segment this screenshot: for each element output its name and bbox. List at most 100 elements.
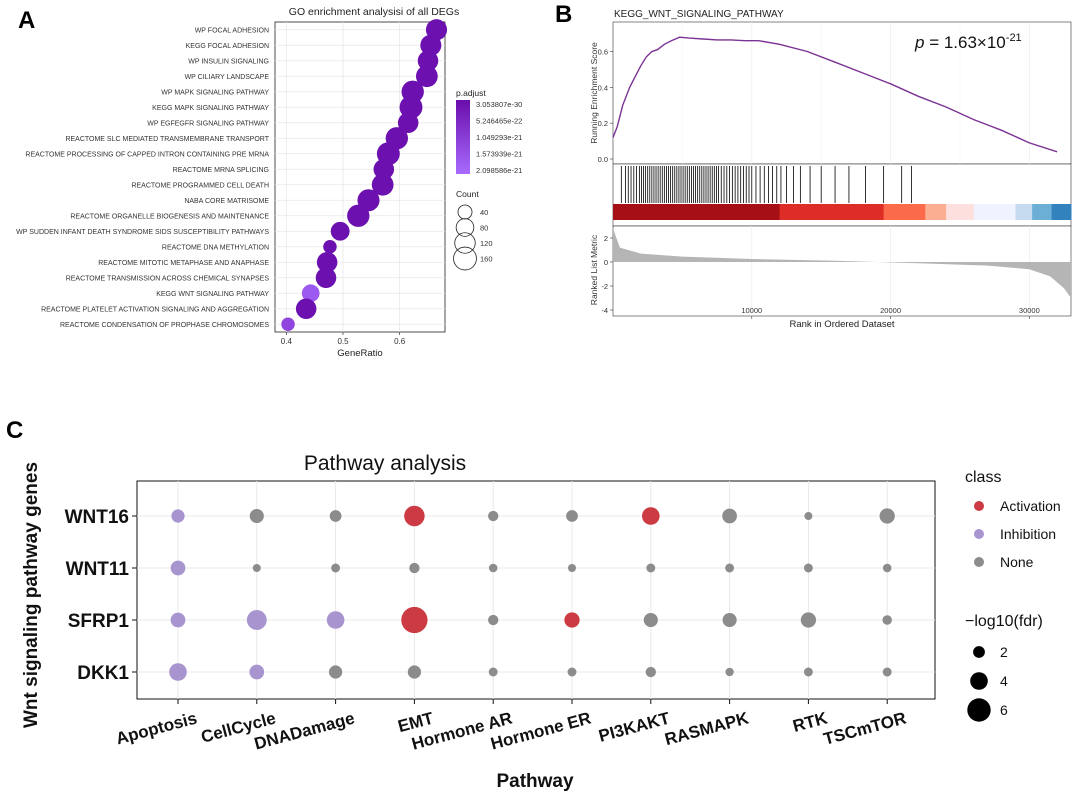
panel-label-c: C <box>6 417 23 444</box>
panel-c-data-point <box>882 563 892 573</box>
panel-a-category-label: REACTOME TRANSMISSION ACROSS CHEMICAL SY… <box>66 276 270 283</box>
panel-c-data-point <box>800 612 817 628</box>
panel-c-size-legend-title: −log10(fdr) <box>965 613 1043 630</box>
panel-a-size-legend-label: 160 <box>480 255 493 264</box>
panel-b-ylabel-metric: Ranked List Metric <box>589 234 599 305</box>
panel-c-data-point <box>645 666 656 678</box>
panel-b-heat-segment <box>779 204 885 220</box>
panel-c-data-point <box>725 563 735 573</box>
panel-c-data-point <box>488 563 498 573</box>
panel-c-data-point <box>407 665 422 679</box>
panel-c-pathway-label: Apoptosis <box>114 709 199 749</box>
panel-a-data-point <box>323 240 337 254</box>
panel-c-data-point <box>566 510 578 522</box>
panel-c-class-legend-title: class <box>965 469 1001 486</box>
panel-a-category-label: KEGG MAPK SIGNALING PATHWAY <box>152 105 269 112</box>
panel-a-data-point <box>397 112 419 134</box>
panel-c-class-legend-label: Activation <box>1000 498 1061 514</box>
panel-c-data-point <box>170 560 186 576</box>
panel-c-plot-area <box>136 480 936 700</box>
panel-a-data-point <box>316 251 338 273</box>
panel-a-x-tick-label: 0.4 <box>281 337 293 346</box>
panel-a-size-legend-label: 80 <box>480 224 488 233</box>
pvalue-exponent: -21 <box>1006 32 1022 44</box>
panel-a-data-point <box>415 65 438 88</box>
panel-c-size-legend-label: 6 <box>1000 702 1008 718</box>
panel-a-size-legend-title: Count <box>456 189 479 199</box>
panel-a-category-label: NABA CORE MATRISOME <box>184 198 269 205</box>
panel-c-gene-label: SFRP1 <box>68 611 130 632</box>
panel-c-class-legend-swatch <box>974 529 984 539</box>
panel-a-xlabel: GeneRatio <box>337 348 382 359</box>
panel-c-size-legend-label: 2 <box>1000 644 1008 660</box>
panel-c-data-point <box>722 612 737 628</box>
panel-c-data-point <box>328 665 343 679</box>
panel-a-size-legend-label: 120 <box>480 239 493 248</box>
panel-b-es-area <box>612 21 1072 165</box>
panel-a-colorbar-title: p.adjust <box>456 88 486 98</box>
panel-a-category-label: WP SUDDEN INFANT DEATH SYNDROME SIDS SUS… <box>16 229 269 236</box>
panel-label-a: A <box>18 7 35 34</box>
panel-c-class-legend-swatch <box>974 557 984 567</box>
panel-a-data-point <box>330 221 350 241</box>
panel-a-colorbar-label: 2.098586e-21 <box>476 166 522 175</box>
panel-b-gsea-plot: KEGG_WNT_SIGNALING_PATHWAY 0.00.20.40.6 … <box>589 9 1072 330</box>
panel-c-data-point <box>488 667 498 677</box>
panel-a-category-label: REACTOME MRNA SPLICING <box>173 167 269 174</box>
panel-c-data-point <box>879 508 895 524</box>
panel-a-data-point <box>301 284 320 303</box>
panel-c-data-point <box>329 510 342 522</box>
panel-a-category-label: REACTOME PROCESSING OF CAPPED INTRON CON… <box>25 152 269 159</box>
panel-a-category-label: REACTOME SLC MEDIATED TRANSMEMBRANE TRAN… <box>65 136 269 143</box>
panel-c-size-legend-label: 4 <box>1000 673 1008 689</box>
panel-c-data-point <box>722 508 737 524</box>
panel-a-size-legend-circle <box>454 232 476 254</box>
panel-a-colorbar-label: 5.246465e-22 <box>476 117 522 126</box>
panel-c-size-legend-circle <box>973 646 985 658</box>
panel-b-heat-segment <box>1051 204 1072 220</box>
panel-c-data-point <box>171 509 185 523</box>
panel-c-ylabel: Wnt signaling pathway genes <box>21 462 42 728</box>
panel-a-data-point <box>420 34 442 56</box>
panel-b-heat-segment <box>1015 204 1033 220</box>
pvalue-p: p <box>914 33 924 52</box>
panel-c-class-legend-swatch <box>974 501 984 511</box>
panel-c-data-point <box>725 667 734 677</box>
panel-c-data-point <box>249 664 265 680</box>
panel-c-pathway-label: TSCmTOR <box>822 709 909 749</box>
panel-c-title: Pathway analysis <box>304 452 466 475</box>
panel-c-data-point <box>488 510 499 522</box>
panel-c-data-point <box>646 563 656 573</box>
panel-c-pathway-dot-plot: Pathway analysis WNT16 WNT11 SFRP1 DKK1 Apo… <box>21 452 1061 792</box>
panel-a-category-label: WP CILIARY LANDSCAPE <box>185 74 270 81</box>
panel-a-category-label: REACTOME ORGANELLE BIOGENESIS AND MAINTE… <box>70 214 269 221</box>
panel-c-data-point <box>643 612 658 628</box>
panel-c-data-point <box>409 562 420 574</box>
panel-c-data-point <box>567 667 577 677</box>
panel-a-category-label: REACTOME MITOTIC METAPHASE AND ANAPHASE <box>98 260 269 267</box>
panel-b-metric-y-tick-label: 2 <box>604 234 608 243</box>
ranked-metric-area <box>613 228 1071 298</box>
panel-c-data-point <box>642 507 660 525</box>
panel-c-pathway-label: RASMAPK <box>663 708 752 749</box>
panel-a-category-label: REACTOME PLATELET ACTIVATION SIGNALING A… <box>41 307 269 314</box>
panel-c-data-point <box>252 563 261 573</box>
panel-a-category-label: REACTOME PROGRAMMED CELL DEATH <box>131 183 269 190</box>
panel-a-size-legend-circle <box>453 246 477 271</box>
panel-b-title: KEGG_WNT_SIGNALING_PATHWAY <box>614 9 784 20</box>
panel-c-size-legend-circle <box>967 698 991 722</box>
panel-b-metric-area <box>612 225 1072 317</box>
panel-c-size-legend-circle <box>970 672 988 690</box>
panel-c-data-point <box>401 606 428 634</box>
panel-b-metric-y-tick-label: -4 <box>601 306 608 315</box>
panel-a-x-tick-label: 0.6 <box>394 337 406 346</box>
panel-c-data-point <box>404 505 425 527</box>
panel-a-x-tick-label: 0.5 <box>337 337 349 346</box>
panel-c-data-point <box>246 610 267 630</box>
panel-a-category-label: REACTOME CONDENSATION OF PROPHASE CHROMO… <box>60 322 269 329</box>
panel-b-x-tick-label: 10000 <box>741 306 762 315</box>
panel-a-data-point <box>315 267 337 289</box>
panel-b-heat-segment <box>613 204 781 220</box>
panel-a-size-legend-circle <box>457 204 473 220</box>
panel-b-es-y-tick-label: 0.6 <box>598 48 608 57</box>
